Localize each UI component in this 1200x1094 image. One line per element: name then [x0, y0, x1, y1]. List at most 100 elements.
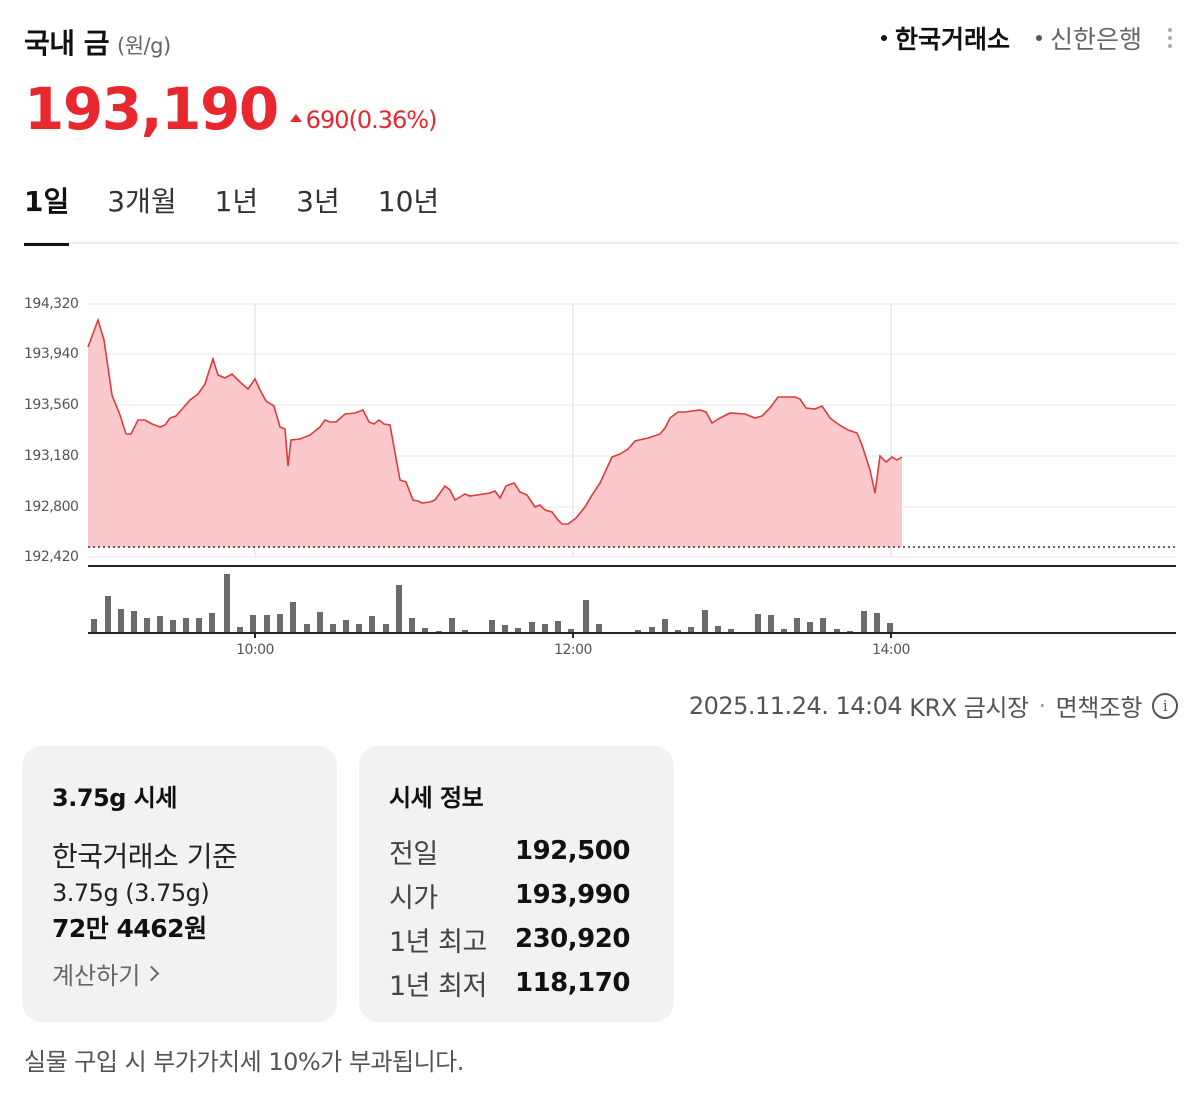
info-value: 193,990 — [515, 880, 630, 910]
volume-bar — [529, 622, 535, 633]
volume-bar — [304, 624, 310, 633]
tab-10y[interactable]: 10년 — [377, 185, 440, 218]
volume-bar — [290, 602, 296, 633]
volume-bar — [409, 618, 415, 633]
volume-bar — [794, 618, 800, 633]
volume-bar — [449, 618, 455, 633]
volume-bar — [649, 627, 655, 633]
x-tick: 10:00 — [236, 642, 274, 658]
tab-1y[interactable]: 1년 — [214, 185, 259, 218]
calculate-button[interactable]: 계산하기 — [52, 956, 160, 991]
y-tick: 193,180 — [24, 448, 79, 464]
card-3-75g-price: 3.75g 시세 한국거래소 기준 3.75g (3.75g) 72만 4462… — [22, 746, 337, 1022]
volume-bar — [422, 628, 428, 633]
card-title: 3.75g 시세 — [52, 784, 177, 812]
price-area — [88, 320, 902, 547]
y-tick: 194,320 — [24, 296, 79, 312]
chart-plot — [87, 303, 1176, 638]
y-tick: 193,940 — [24, 346, 79, 362]
volume-bar — [131, 611, 137, 633]
more-vertical-icon[interactable] — [1160, 23, 1180, 53]
volume-bar — [768, 615, 774, 633]
volume-bar — [635, 630, 641, 633]
volume-bar — [662, 619, 668, 633]
volume-bar — [489, 620, 495, 633]
unit-label: (원/g) — [117, 34, 171, 58]
volume-bar — [369, 616, 375, 633]
info-label: 시가 — [389, 882, 438, 914]
x-tick: 14:00 — [872, 642, 910, 658]
card-title: 시세 정보 — [389, 784, 484, 812]
page-title: 국내 금 (원/g) — [24, 22, 171, 62]
info-label: 1년 최고 — [389, 926, 487, 958]
volume-bar — [462, 630, 468, 633]
market-name: KRX 금시장 — [909, 694, 1029, 722]
volume-bar — [383, 624, 389, 633]
volume-bar — [515, 628, 521, 633]
price-info-table: 전일 192,500 시가 193,990 1년 최고 230,920 1년 최… — [389, 829, 644, 1005]
volume-bar — [264, 615, 270, 633]
volume-bar — [224, 574, 230, 633]
volume-bar — [675, 630, 681, 633]
volume-bar — [196, 618, 202, 633]
info-row-prev-close: 전일 192,500 — [389, 829, 644, 873]
y-tick: 193,560 — [24, 397, 79, 413]
volume-bar — [702, 610, 708, 633]
volume-bar — [568, 629, 574, 633]
info-value: 230,920 — [515, 924, 630, 954]
source-label: 한국거래소 — [894, 25, 1010, 54]
info-label: 1년 최저 — [389, 970, 487, 1002]
info-label: 전일 — [389, 838, 438, 870]
price-line — [87, 317, 903, 525]
bullet-icon — [1035, 35, 1042, 41]
info-value: 192,500 — [515, 836, 630, 866]
volume-bar — [91, 619, 97, 633]
volume-bar — [583, 600, 589, 633]
volume-bar — [688, 627, 694, 633]
volume-bar — [820, 618, 826, 633]
volume-bar — [874, 613, 880, 633]
value-3-75g: 72만 4462원 — [52, 914, 207, 943]
disclaimer-link[interactable]: 면책조항 — [1055, 694, 1143, 722]
weight-label: 3.75g (3.75g) — [52, 879, 210, 907]
volume-bar — [183, 618, 189, 633]
volume-bar — [144, 618, 150, 633]
volume-bar — [755, 614, 761, 633]
tab-3y[interactable]: 3년 — [296, 185, 340, 218]
data-source-note: 2025.11.24. 14:04 KRX 금시장 · 면책조항 i — [689, 688, 1178, 723]
info-row-52w-high: 1년 최고 230,920 — [389, 917, 644, 961]
volume-bar — [728, 629, 734, 633]
change-amount: 690 — [305, 106, 350, 134]
y-tick: 192,800 — [24, 499, 79, 515]
volume-bar — [330, 624, 336, 633]
tab-3m[interactable]: 3개월 — [107, 185, 177, 218]
basis-label: 한국거래소 기준 — [52, 840, 238, 873]
info-circle-icon[interactable]: i — [1152, 692, 1178, 719]
source-shinhan[interactable]: 신한은행 — [1035, 20, 1142, 56]
volume-bar — [209, 613, 215, 633]
y-tick: 192,420 — [24, 549, 79, 565]
info-row-52w-low: 1년 최저 118,170 — [389, 961, 644, 1005]
card-price-info: 시세 정보 전일 192,500 시가 193,990 1년 최고 230,92… — [359, 746, 674, 1022]
volume-bar — [356, 624, 362, 633]
source-selector: 한국거래소 신한은행 — [855, 20, 1180, 56]
volume-bar — [555, 621, 561, 633]
title-text: 국내 금 — [24, 27, 110, 60]
volume-bar — [343, 620, 349, 633]
volume-bar — [502, 625, 508, 633]
volume-bar — [170, 620, 176, 633]
volume-bar — [861, 611, 867, 633]
source-krx[interactable]: 한국거래소 — [880, 20, 1010, 56]
price-change: 690 (0.36%) — [289, 106, 437, 134]
vat-notice: 실물 구입 시 부가가치세 10%가 부과됩니다. — [24, 1048, 464, 1076]
price-chart[interactable]: 194,320 193,940 193,560 193,180 192,800 … — [0, 280, 1200, 670]
volume-bar — [317, 612, 323, 633]
timestamp: 2025.11.24. 14:04 — [688, 691, 903, 720]
volume-bar — [396, 585, 402, 633]
volume-bar — [250, 615, 256, 633]
volume-bar — [596, 624, 602, 633]
tab-1d[interactable]: 1일 — [24, 176, 70, 246]
triangle-up-icon — [289, 114, 302, 122]
volume-bar — [807, 622, 813, 633]
volume-bar — [781, 629, 787, 633]
